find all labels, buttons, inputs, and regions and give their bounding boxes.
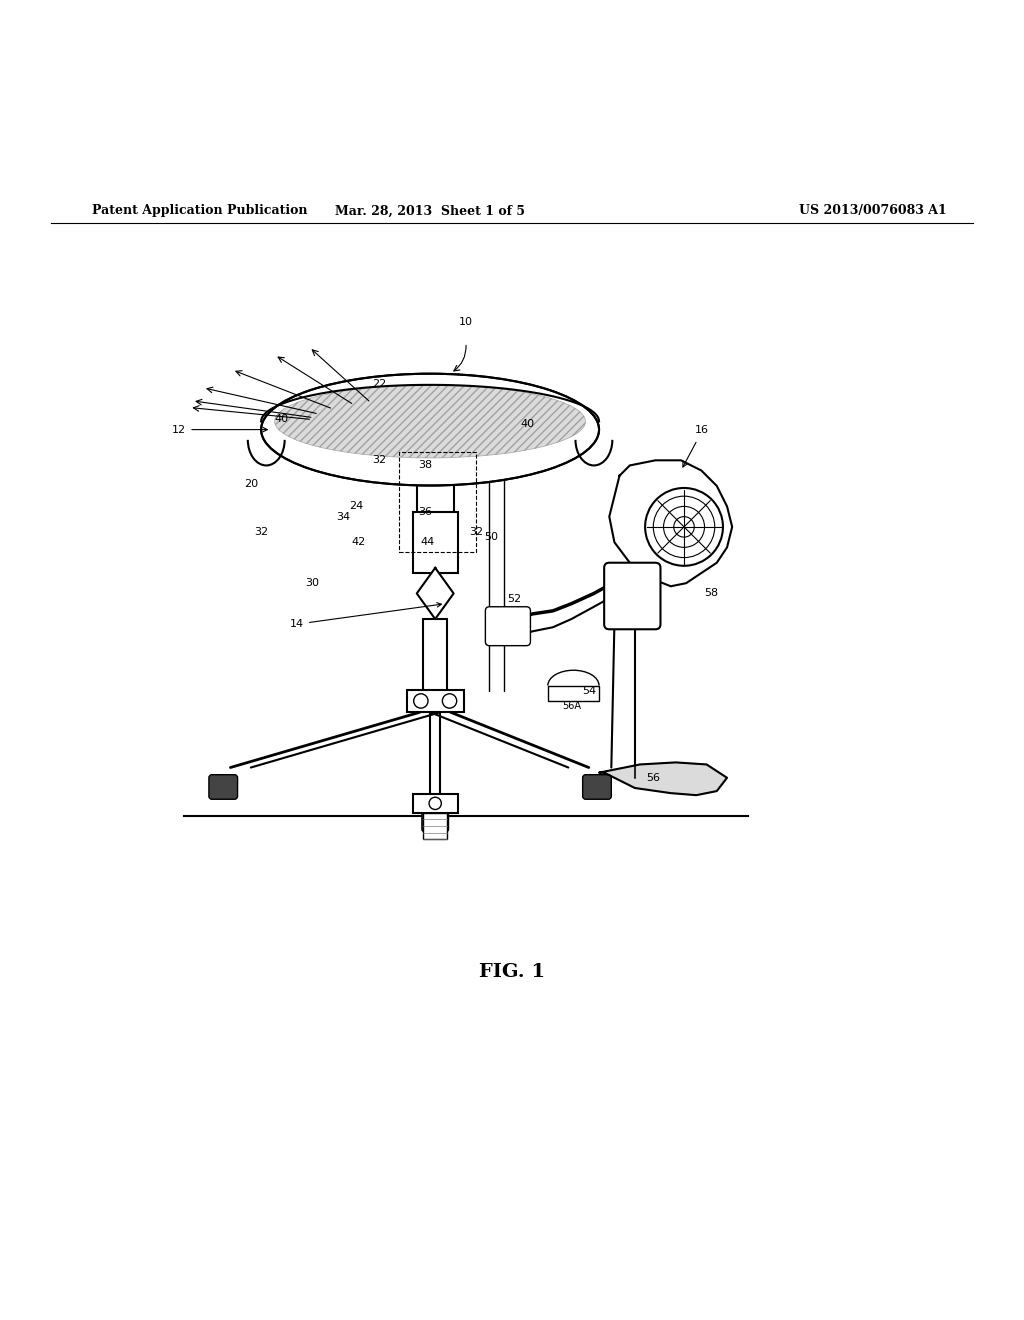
Text: 14: 14 [290, 603, 441, 630]
Text: 44: 44 [421, 537, 435, 548]
Polygon shape [594, 583, 612, 607]
Text: 22: 22 [372, 379, 386, 388]
Text: 40: 40 [520, 420, 535, 429]
Polygon shape [532, 611, 553, 631]
FancyBboxPatch shape [209, 775, 238, 800]
Polygon shape [571, 594, 594, 619]
FancyBboxPatch shape [422, 810, 449, 832]
Text: 16: 16 [694, 425, 709, 434]
Text: 36: 36 [418, 507, 432, 516]
Polygon shape [417, 568, 454, 619]
Text: Mar. 28, 2013  Sheet 1 of 5: Mar. 28, 2013 Sheet 1 of 5 [335, 205, 525, 218]
Polygon shape [507, 619, 517, 639]
Text: 50: 50 [484, 532, 499, 543]
Text: 32: 32 [254, 527, 268, 537]
Circle shape [442, 694, 457, 708]
Circle shape [414, 694, 428, 708]
Polygon shape [609, 461, 732, 586]
FancyBboxPatch shape [407, 689, 464, 713]
Polygon shape [599, 763, 727, 795]
Text: 32: 32 [469, 527, 483, 537]
FancyBboxPatch shape [423, 813, 447, 840]
Text: 58: 58 [705, 589, 719, 598]
Text: 38: 38 [418, 461, 432, 470]
Text: 32: 32 [372, 455, 386, 466]
Text: 42: 42 [351, 537, 366, 548]
Text: 56: 56 [646, 772, 660, 783]
Polygon shape [517, 614, 532, 636]
FancyBboxPatch shape [548, 685, 599, 701]
Text: Patent Application Publication: Patent Application Publication [92, 205, 307, 218]
Text: 12: 12 [172, 425, 267, 434]
Ellipse shape [261, 374, 599, 486]
Text: 10: 10 [459, 317, 473, 327]
FancyBboxPatch shape [413, 795, 458, 813]
Text: US 2013/0076083 A1: US 2013/0076083 A1 [799, 205, 946, 218]
Text: 24: 24 [349, 502, 364, 511]
Text: 20: 20 [244, 479, 258, 488]
Polygon shape [553, 603, 571, 627]
Text: 52: 52 [507, 594, 521, 603]
Text: 30: 30 [305, 578, 319, 589]
FancyBboxPatch shape [413, 512, 458, 573]
Circle shape [645, 488, 723, 566]
Text: 40: 40 [274, 414, 289, 424]
FancyBboxPatch shape [485, 607, 530, 645]
FancyBboxPatch shape [583, 775, 611, 800]
Text: FIG. 1: FIG. 1 [479, 964, 545, 981]
Circle shape [429, 797, 441, 809]
Text: 54: 54 [582, 685, 596, 696]
FancyBboxPatch shape [604, 562, 660, 630]
Text: 34: 34 [336, 512, 350, 521]
Ellipse shape [274, 385, 586, 458]
Text: 56A: 56A [562, 701, 581, 711]
